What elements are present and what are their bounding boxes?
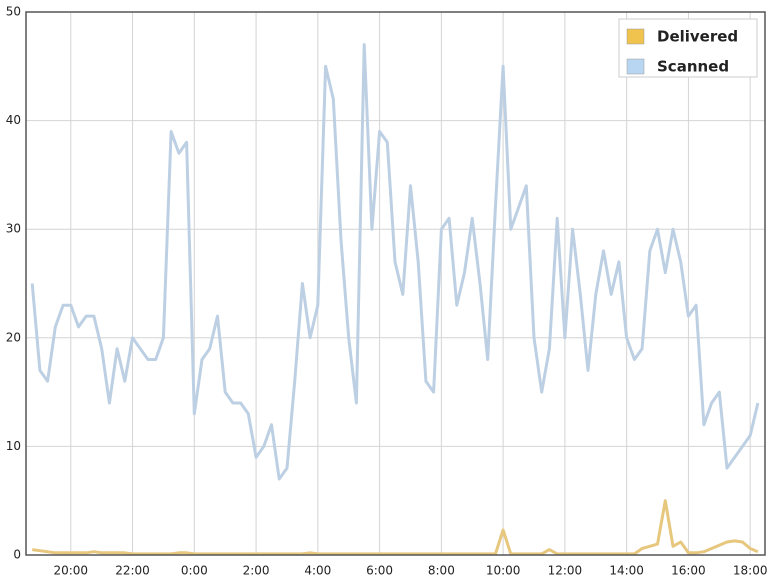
legend-label: Delivered — [657, 28, 738, 46]
x-tick-label: 0:00 — [181, 564, 208, 578]
x-tick-label: 8:00 — [428, 564, 455, 578]
x-tick-label: 10:00 — [486, 564, 521, 578]
x-tick-label: 20:00 — [53, 564, 88, 578]
x-tick-label: 22:00 — [115, 564, 150, 578]
x-tick-label: 6:00 — [366, 564, 393, 578]
y-tick-label: 10 — [6, 439, 21, 453]
y-tick-label: 40 — [6, 113, 21, 127]
series-line — [30, 43, 760, 481]
legend-swatch — [626, 28, 645, 45]
legend-label: Scanned — [657, 58, 729, 76]
x-tick-label: 12:00 — [548, 564, 583, 578]
legend: Delivered Scanned — [618, 18, 758, 78]
grid — [26, 11, 765, 556]
y-tick-label: 30 — [6, 222, 21, 236]
legend-swatch — [626, 58, 645, 75]
x-tick-label: 16:00 — [671, 564, 706, 578]
x-tick-label: 18:00 — [733, 564, 768, 578]
labels: 0 10 20 30 40 50 20:00 22:00 0:00 2:00 4:00 6:00 8:0… — [6, 5, 768, 578]
plot-frame — [25, 11, 766, 556]
y-tick-label: 0 — [13, 548, 21, 562]
x-tick-label: 2:00 — [243, 564, 270, 578]
lines — [30, 43, 760, 556]
y-tick-label: 50 — [6, 5, 21, 19]
x-tick-label: 4:00 — [304, 564, 331, 578]
y-tick-label: 20 — [6, 330, 21, 344]
series-line — [31, 499, 759, 556]
x-tick-label: 14:00 — [609, 564, 644, 578]
